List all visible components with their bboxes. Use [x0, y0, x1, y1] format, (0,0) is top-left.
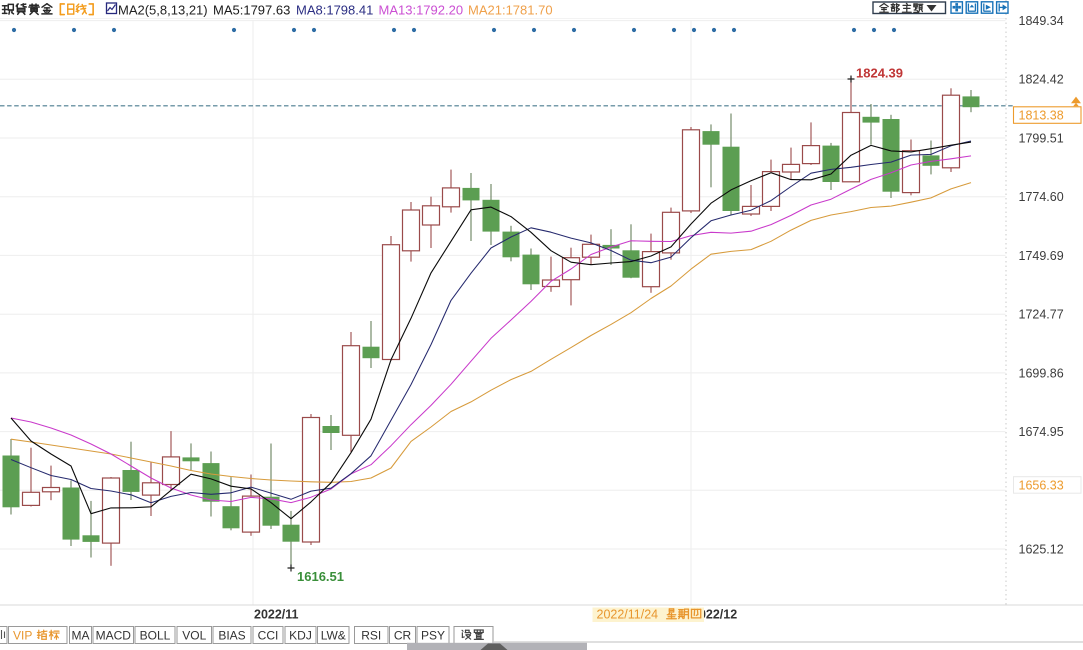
svg-text:BIAS: BIAS: [218, 629, 245, 643]
svg-text:LW&: LW&: [321, 629, 346, 643]
svg-text:1656.33: 1656.33: [1019, 479, 1064, 493]
svg-text:MA21:1781.70: MA21:1781.70: [468, 3, 553, 18]
svg-text:1813.38: 1813.38: [1019, 109, 1064, 123]
svg-text:MA: MA: [72, 629, 90, 643]
svg-text:PSY: PSY: [421, 629, 445, 643]
svg-text:BOLL: BOLL: [140, 629, 171, 643]
svg-text:KDJ: KDJ: [289, 629, 312, 643]
svg-text:1849.34: 1849.34: [1019, 14, 1064, 28]
svg-text:1824.42: 1824.42: [1019, 73, 1064, 87]
svg-text:MACD: MACD: [96, 629, 132, 643]
svg-text:2022/11: 2022/11: [254, 608, 299, 622]
svg-text:1724.77: 1724.77: [1019, 308, 1064, 322]
svg-text:2022/11/24: 2022/11/24: [597, 608, 659, 622]
svg-text:CR: CR: [394, 629, 412, 643]
svg-text:RSI: RSI: [361, 629, 381, 643]
svg-text:VIP: VIP: [13, 629, 32, 643]
svg-text:CCI: CCI: [258, 629, 279, 643]
svg-text:1625.12: 1625.12: [1019, 542, 1064, 556]
svg-text:1674.95: 1674.95: [1019, 425, 1064, 439]
svg-text:1799.51: 1799.51: [1019, 131, 1064, 145]
svg-text:1749.69: 1749.69: [1019, 249, 1064, 263]
svg-text:MA8:1798.41: MA8:1798.41: [296, 3, 373, 18]
svg-text:1774.60: 1774.60: [1019, 190, 1064, 204]
svg-text:MA13:1792.20: MA13:1792.20: [379, 3, 464, 18]
svg-text:VOL: VOL: [182, 629, 206, 643]
svg-text:MA5:1797.63: MA5:1797.63: [213, 3, 290, 18]
svg-text:1616.51: 1616.51: [297, 569, 344, 584]
svg-text:1824.39: 1824.39: [856, 66, 903, 81]
svg-text:MA2(5,8,13,21): MA2(5,8,13,21): [118, 3, 208, 18]
svg-text:1699.86: 1699.86: [1019, 366, 1064, 380]
